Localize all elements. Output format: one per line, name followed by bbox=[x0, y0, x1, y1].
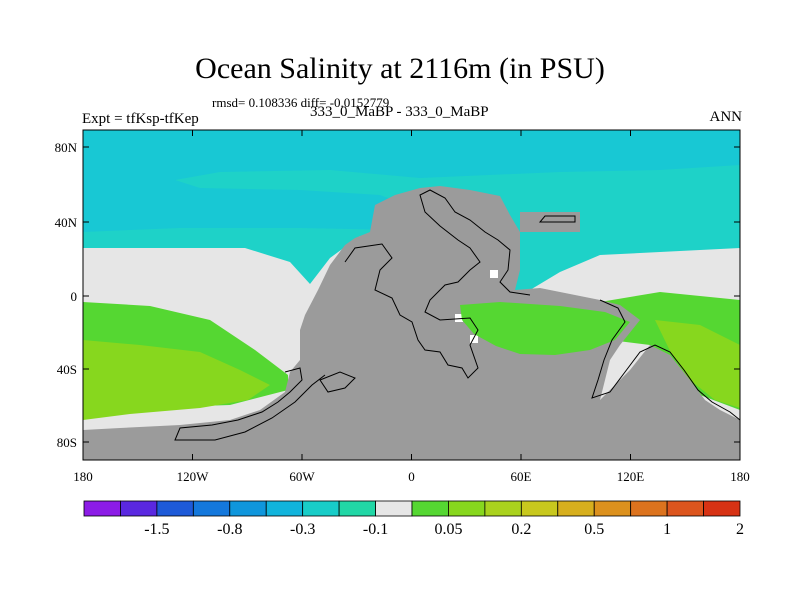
colorbar-swatch bbox=[703, 500, 741, 517]
lon-tick-label: 60W bbox=[289, 469, 315, 484]
colorbar-label: 0.2 bbox=[511, 521, 531, 538]
lat-tick-label: 80N bbox=[55, 140, 78, 155]
lon-tick-label: 0 bbox=[408, 469, 415, 484]
island-marker bbox=[470, 335, 478, 343]
colorbar-label: -0.1 bbox=[363, 521, 388, 538]
island-marker bbox=[490, 270, 498, 278]
lat-tick-label: 40S bbox=[57, 362, 77, 377]
stats-text: rmsd= 0.108336 diff= -0.0152779 bbox=[212, 95, 390, 110]
experiment-label: Expt = tfKsp-tfKep bbox=[82, 111, 199, 127]
colorbar-label: 1 bbox=[663, 521, 671, 538]
colorbar-swatch bbox=[229, 500, 267, 517]
colorbar-swatch bbox=[520, 500, 559, 517]
arctic-region bbox=[83, 130, 740, 232]
map-field bbox=[83, 130, 740, 460]
season-label: ANN bbox=[709, 109, 743, 125]
colorbar-label: -0.3 bbox=[290, 521, 315, 538]
indian-green-region-top bbox=[460, 302, 630, 355]
lon-tick-label: 180 bbox=[73, 469, 93, 484]
colorbar-swatch bbox=[338, 500, 376, 517]
colorbar-swatch bbox=[120, 500, 158, 517]
plot-title: Ocean Salinity at 2116m (in PSU) bbox=[195, 52, 605, 85]
colorbar-swatch bbox=[630, 500, 668, 517]
lon-tick-label: 120E bbox=[617, 469, 645, 484]
island-marker bbox=[455, 314, 463, 322]
colorbar-swatch bbox=[411, 500, 449, 517]
lon-tick-label: 60E bbox=[511, 469, 532, 484]
colorbar-swatch bbox=[302, 500, 340, 517]
colorbar-swatch bbox=[593, 500, 632, 517]
colorbar-label: 0.5 bbox=[584, 521, 604, 538]
colorbar-swatch bbox=[375, 500, 413, 517]
colorbar-swatch bbox=[557, 500, 595, 517]
lat-tick-label: 80S bbox=[57, 435, 77, 450]
coastlines bbox=[174, 189, 740, 441]
colorbar-label: -0.8 bbox=[217, 521, 242, 538]
colorbar-label: -1.5 bbox=[144, 521, 169, 538]
colorbar-swatch bbox=[156, 500, 194, 517]
colorbar-swatch bbox=[484, 500, 522, 517]
colorbar-swatch bbox=[83, 500, 121, 517]
colorbar-swatch bbox=[265, 500, 304, 517]
colorbar-swatch bbox=[192, 500, 231, 517]
colorbar: -1.5 -0.8 -0.3 -0.1 0.05 0.2 0.5 1 2 bbox=[83, 500, 744, 538]
colorbar-label: 2 bbox=[736, 521, 744, 538]
longitude-axis: 180 120W 60W 0 60E 120E 180 bbox=[73, 130, 750, 484]
lat-tick-label: 40N bbox=[55, 215, 78, 230]
colorbar-swatch bbox=[666, 500, 704, 517]
land-mass-south bbox=[83, 360, 300, 460]
colorbar-label: 0.05 bbox=[434, 521, 462, 538]
lon-tick-label: 120W bbox=[177, 469, 210, 484]
lat-tick-label: 0 bbox=[71, 289, 78, 304]
case-label: 333_0_MaBP - 333_0_MaBP bbox=[310, 104, 489, 120]
lon-tick-label: 180 bbox=[730, 469, 750, 484]
south-yellowgreen-region bbox=[83, 320, 740, 420]
latitude-axis: 80N 40N 0 40S 80S bbox=[55, 140, 740, 450]
colorbar-swatch bbox=[448, 500, 486, 517]
